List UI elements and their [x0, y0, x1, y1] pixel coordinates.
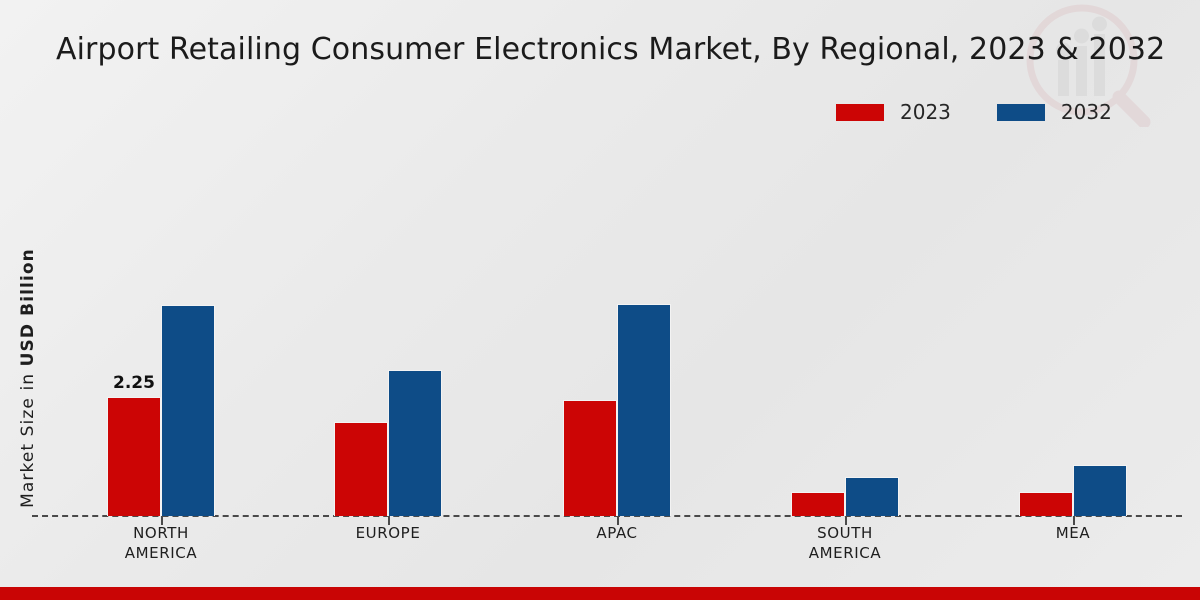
chart-title: Airport Retailing Consumer Electronics M… — [56, 32, 1166, 67]
bar-apac-2023[interactable] — [563, 400, 617, 516]
legend-label-2023: 2023 — [900, 100, 951, 124]
legend-swatch-2032 — [996, 103, 1045, 121]
x-axis-label-north-america: NORTH AMERICA — [46, 523, 276, 564]
footer-accent-bar — [0, 587, 1200, 600]
bar-value-north-america-2023: 2.25 — [113, 373, 155, 393]
x-axis-label-line: SOUTH — [817, 524, 873, 542]
x-axis-label-line: AMERICA — [808, 544, 882, 563]
x-axis-label-line: EUROPE — [355, 524, 421, 542]
bar-north-america-2023[interactable]: 2.25 — [107, 373, 161, 516]
x-axis-label-line: APAC — [596, 524, 638, 542]
chart-legend: 2023 2032 — [836, 102, 1112, 122]
x-axis-tick-south-america — [845, 516, 847, 525]
bar-north-america-2032[interactable] — [161, 305, 215, 516]
bar-group-bars — [334, 370, 442, 516]
bar-apac-2032[interactable] — [617, 304, 671, 516]
bar-mea-2032[interactable] — [1073, 465, 1127, 516]
bar-group-bars — [563, 304, 671, 516]
x-axis-tick-north-america — [161, 516, 163, 525]
x-axis-label-europe: EUROPE — [273, 523, 503, 543]
x-axis-label-line: AMERICA — [124, 544, 198, 563]
legend-label-2032: 2032 — [1060, 100, 1112, 124]
bar-europe-2032[interactable] — [388, 370, 442, 516]
bar-mea-2023[interactable] — [1019, 492, 1073, 516]
bar-group-bars — [791, 477, 899, 516]
x-axis-label-mea: MEA — [958, 523, 1188, 543]
legend-item-2023[interactable]: 2023 — [836, 102, 951, 122]
bar-south-america-2023[interactable] — [791, 492, 845, 516]
x-axis-label-line: NORTH — [133, 524, 189, 542]
legend-swatch-2023 — [836, 103, 884, 121]
x-axis-label-apac: APAC — [502, 523, 732, 543]
x-axis-label-south-america: SOUTH AMERICA — [730, 523, 960, 564]
bar-south-america-2032[interactable] — [845, 477, 899, 516]
x-axis-tick-mea — [1073, 516, 1075, 525]
legend-item-2032[interactable]: 2032 — [996, 100, 1112, 124]
bar-group-bars: 2.25 — [107, 305, 215, 516]
bar-group-bars — [1019, 465, 1127, 516]
x-axis-label-line: MEA — [1055, 524, 1091, 542]
x-axis-tick-apac — [617, 516, 619, 525]
x-axis-baseline — [32, 515, 1182, 517]
x-axis-tick-europe — [388, 516, 390, 525]
bar-europe-2023[interactable] — [334, 422, 388, 516]
